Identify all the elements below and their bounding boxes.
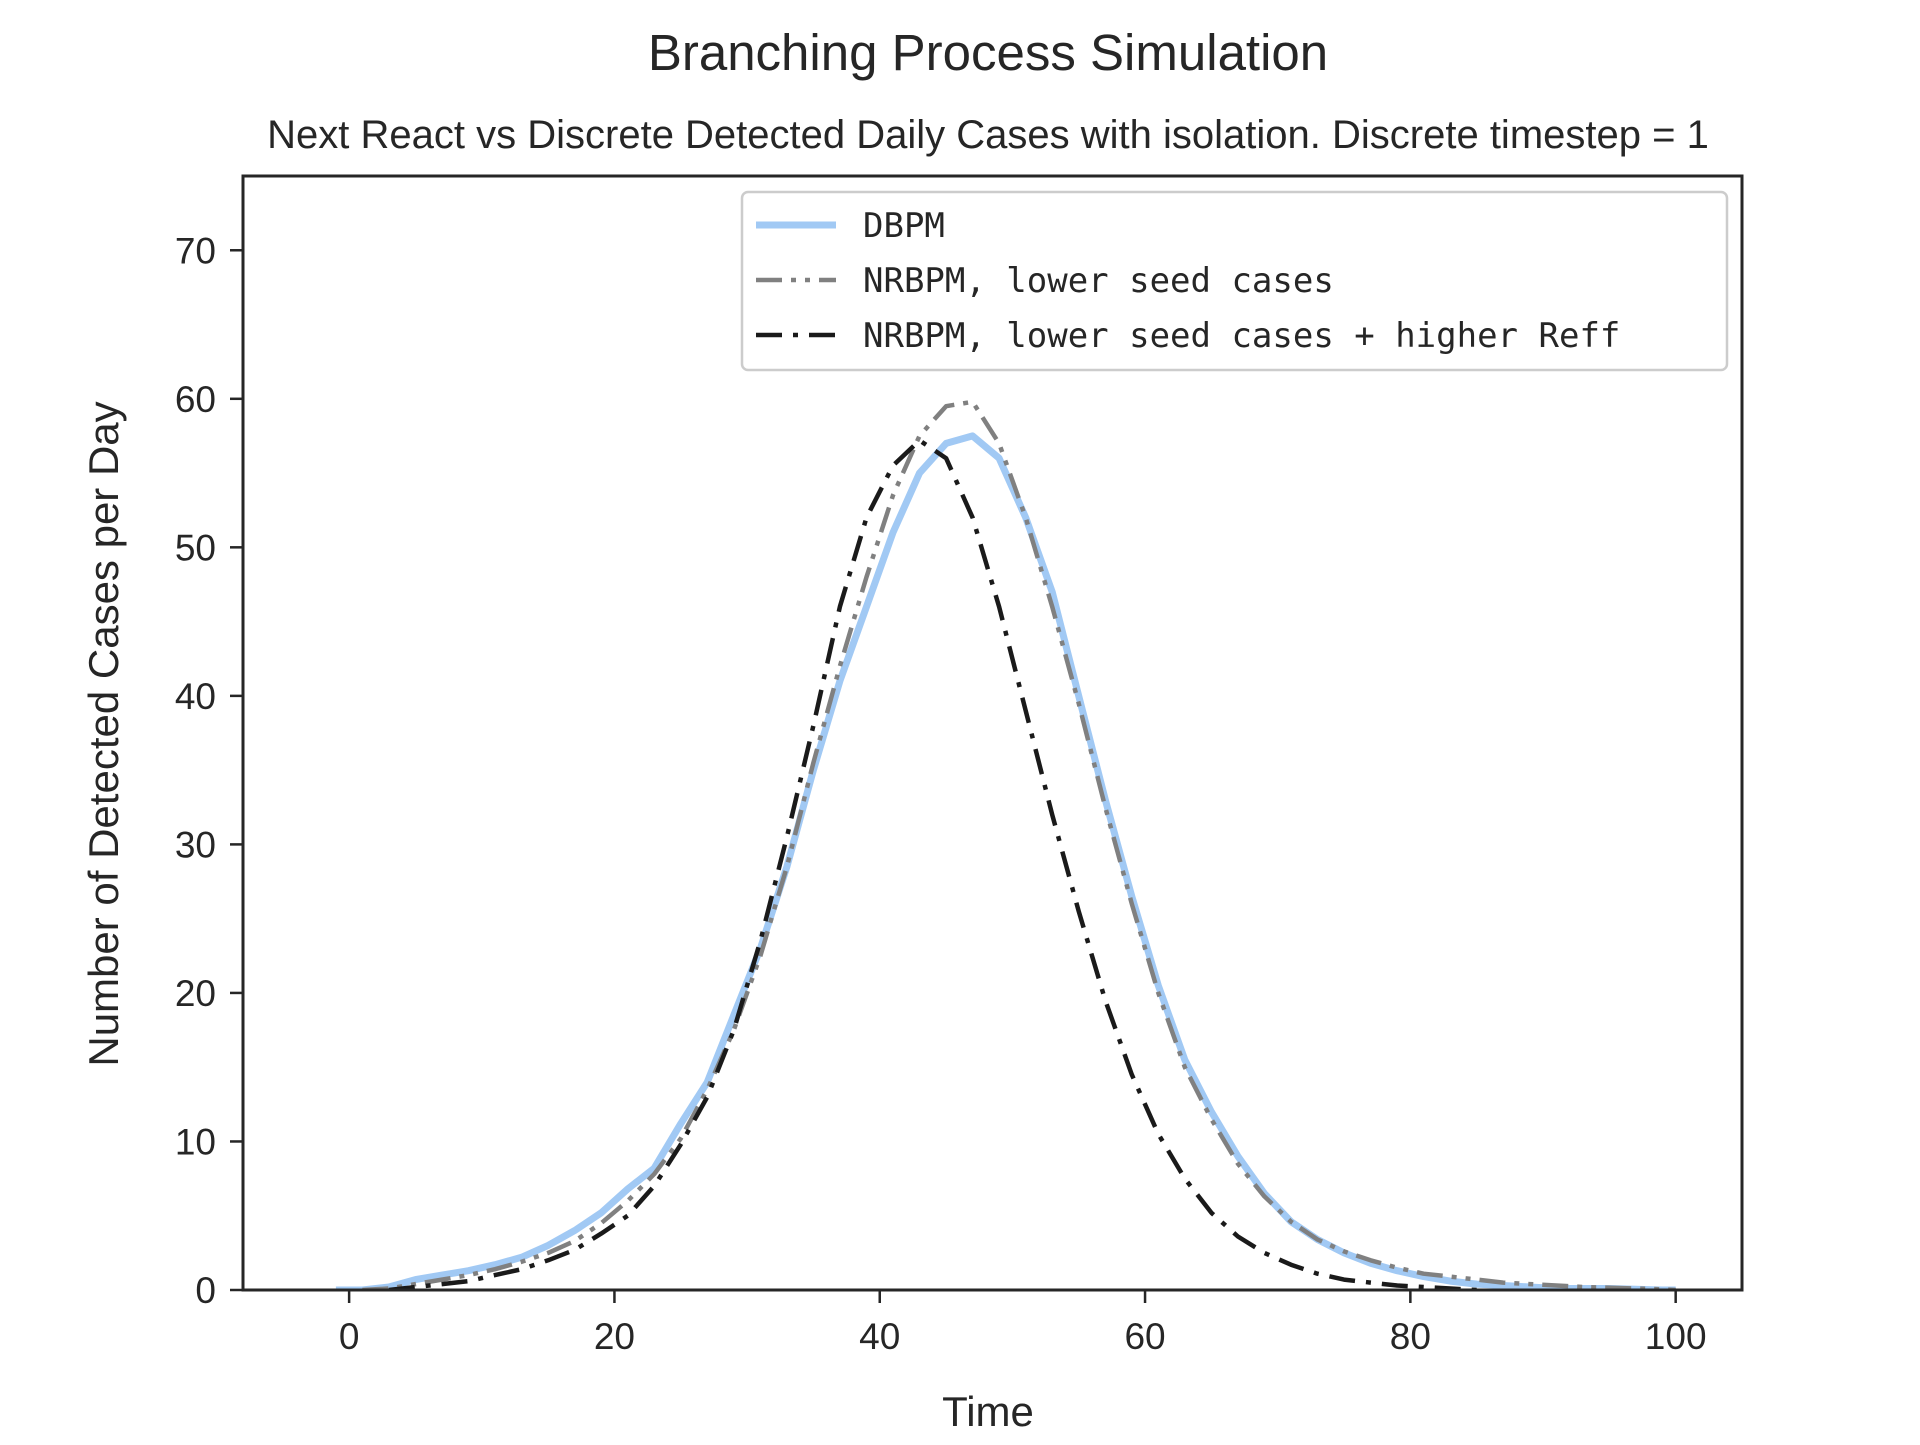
x-tick-label: 20 bbox=[594, 1316, 635, 1357]
plot-area: 0 20 40 60 80 100 0 10 20 30 40 50 60 70 bbox=[175, 174, 1744, 1357]
y-tick-label: 20 bbox=[175, 973, 216, 1014]
x-tick-label: 80 bbox=[1390, 1316, 1431, 1357]
x-tick-label: 100 bbox=[1645, 1316, 1707, 1357]
legend-label-3: NRBPM, lower seed cases + higher Reff bbox=[863, 316, 1620, 356]
legend-box bbox=[740, 190, 1729, 372]
x-tick-label: 60 bbox=[1124, 1316, 1165, 1357]
y-tick-label: 60 bbox=[175, 379, 216, 420]
chart-title: Branching Process Simulation bbox=[648, 24, 1328, 81]
y-axis-label: Number of Detected Cases per Day bbox=[80, 401, 127, 1066]
legend: DBPM NRBPM, lower seed cases NRBPM, lower … bbox=[740, 190, 1729, 372]
x-tick-label: 0 bbox=[339, 1316, 360, 1357]
y-tick-label: 50 bbox=[175, 527, 216, 568]
series-line-2 bbox=[362, 399, 1676, 1290]
x-tick-label: 40 bbox=[859, 1316, 900, 1357]
series-line-3 bbox=[388, 438, 1477, 1290]
y-tick-label: 10 bbox=[175, 1121, 216, 1162]
y-tick-label: 40 bbox=[175, 676, 216, 717]
y-tick-label: 70 bbox=[175, 230, 216, 271]
legend-label-2: NRBPM, lower seed cases bbox=[863, 261, 1334, 301]
plot-frame bbox=[241, 174, 1744, 1292]
x-axis-label: Time bbox=[942, 1388, 1034, 1435]
chart-subtitle: Next React vs Discrete Detected Daily Ca… bbox=[267, 113, 1709, 157]
y-tick-label: 30 bbox=[175, 824, 216, 865]
legend-label-1: DBPM bbox=[863, 206, 945, 246]
y-tick-label: 0 bbox=[195, 1270, 216, 1311]
series-line-1 bbox=[335, 432, 1676, 1290]
